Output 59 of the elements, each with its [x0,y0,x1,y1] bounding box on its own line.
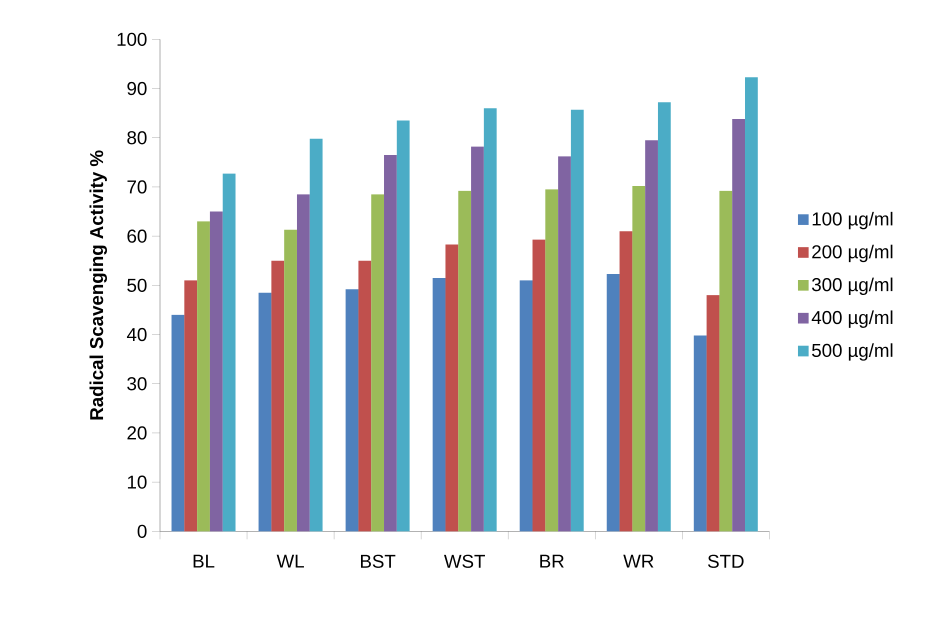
bar [172,314,184,532]
bar [745,77,758,532]
x-tick-label: WL [276,554,304,568]
bar [210,212,223,532]
y-tick-label: 90 [127,82,147,96]
y-tick-label: 80 [127,131,147,144]
x-tick-label: BST [360,554,396,568]
bar [620,231,632,532]
y-tick-label: 100 [118,32,147,46]
bar [732,119,746,532]
bar [606,274,620,532]
bar [632,186,646,532]
bar [694,336,707,532]
bar [445,244,458,532]
bar [271,260,284,532]
legend-label: 400 µg/ml [812,310,892,328]
y-tick-label: 30 [127,377,147,390]
x-tick-label: WR [623,554,654,568]
bar [284,230,297,532]
bar [296,194,310,532]
bar [570,110,584,532]
legend-label: 500 µg/ml [812,343,892,361]
bar [471,146,484,532]
bar [258,292,272,532]
bar [184,280,198,532]
bar [371,194,384,532]
x-tick-label: BL [194,554,214,568]
bar [545,189,558,532]
y-tick-label: 60 [127,230,147,243]
y-tick-label: 0 [138,524,147,538]
x-tick-label: WST [444,554,485,568]
bar [532,240,546,532]
y-axis-title: Radical Scavenging Activity % [90,150,107,420]
bar [484,108,497,532]
bar [310,138,323,532]
y-tick-label: 20 [127,426,147,440]
x-tick-label: BR [540,554,564,568]
bar [358,260,372,532]
y-tick-label: 50 [127,278,147,292]
bar [432,278,446,532]
bar [558,156,571,532]
bar [719,190,732,532]
bar [520,280,533,532]
y-tick-label: 40 [126,328,147,342]
bar [658,102,671,532]
bar [706,295,720,532]
bar [346,289,358,532]
legend-label: 100 µg/ml [812,212,892,230]
y-tick-label: 70 [127,180,147,194]
y-tick-label: 10 [128,476,147,489]
bar [222,174,236,532]
bar [396,120,410,532]
bar [197,221,210,532]
bar [458,190,472,532]
x-tick-label: STD [708,554,744,568]
legend-label: 300 µg/ml [812,278,892,295]
bar [645,140,658,532]
bar [384,154,397,532]
legend-label: 200 µg/ml [812,244,892,262]
